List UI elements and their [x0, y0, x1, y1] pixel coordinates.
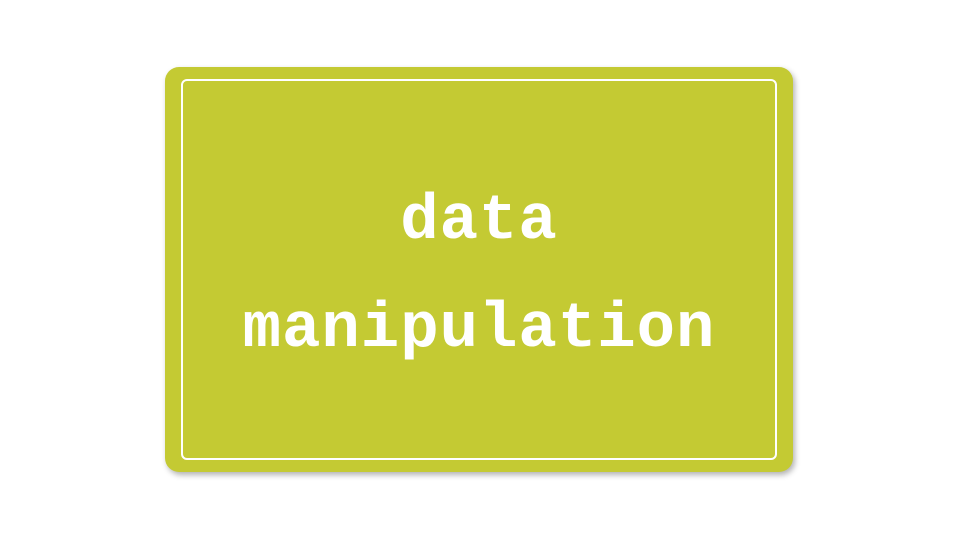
card-inner-border	[181, 79, 777, 460]
title-card: data manipulation	[165, 67, 793, 472]
card-title-line-1: data	[400, 185, 558, 258]
card-title: data manipulation	[165, 67, 793, 472]
card-title-line-2: manipulation	[242, 293, 716, 366]
